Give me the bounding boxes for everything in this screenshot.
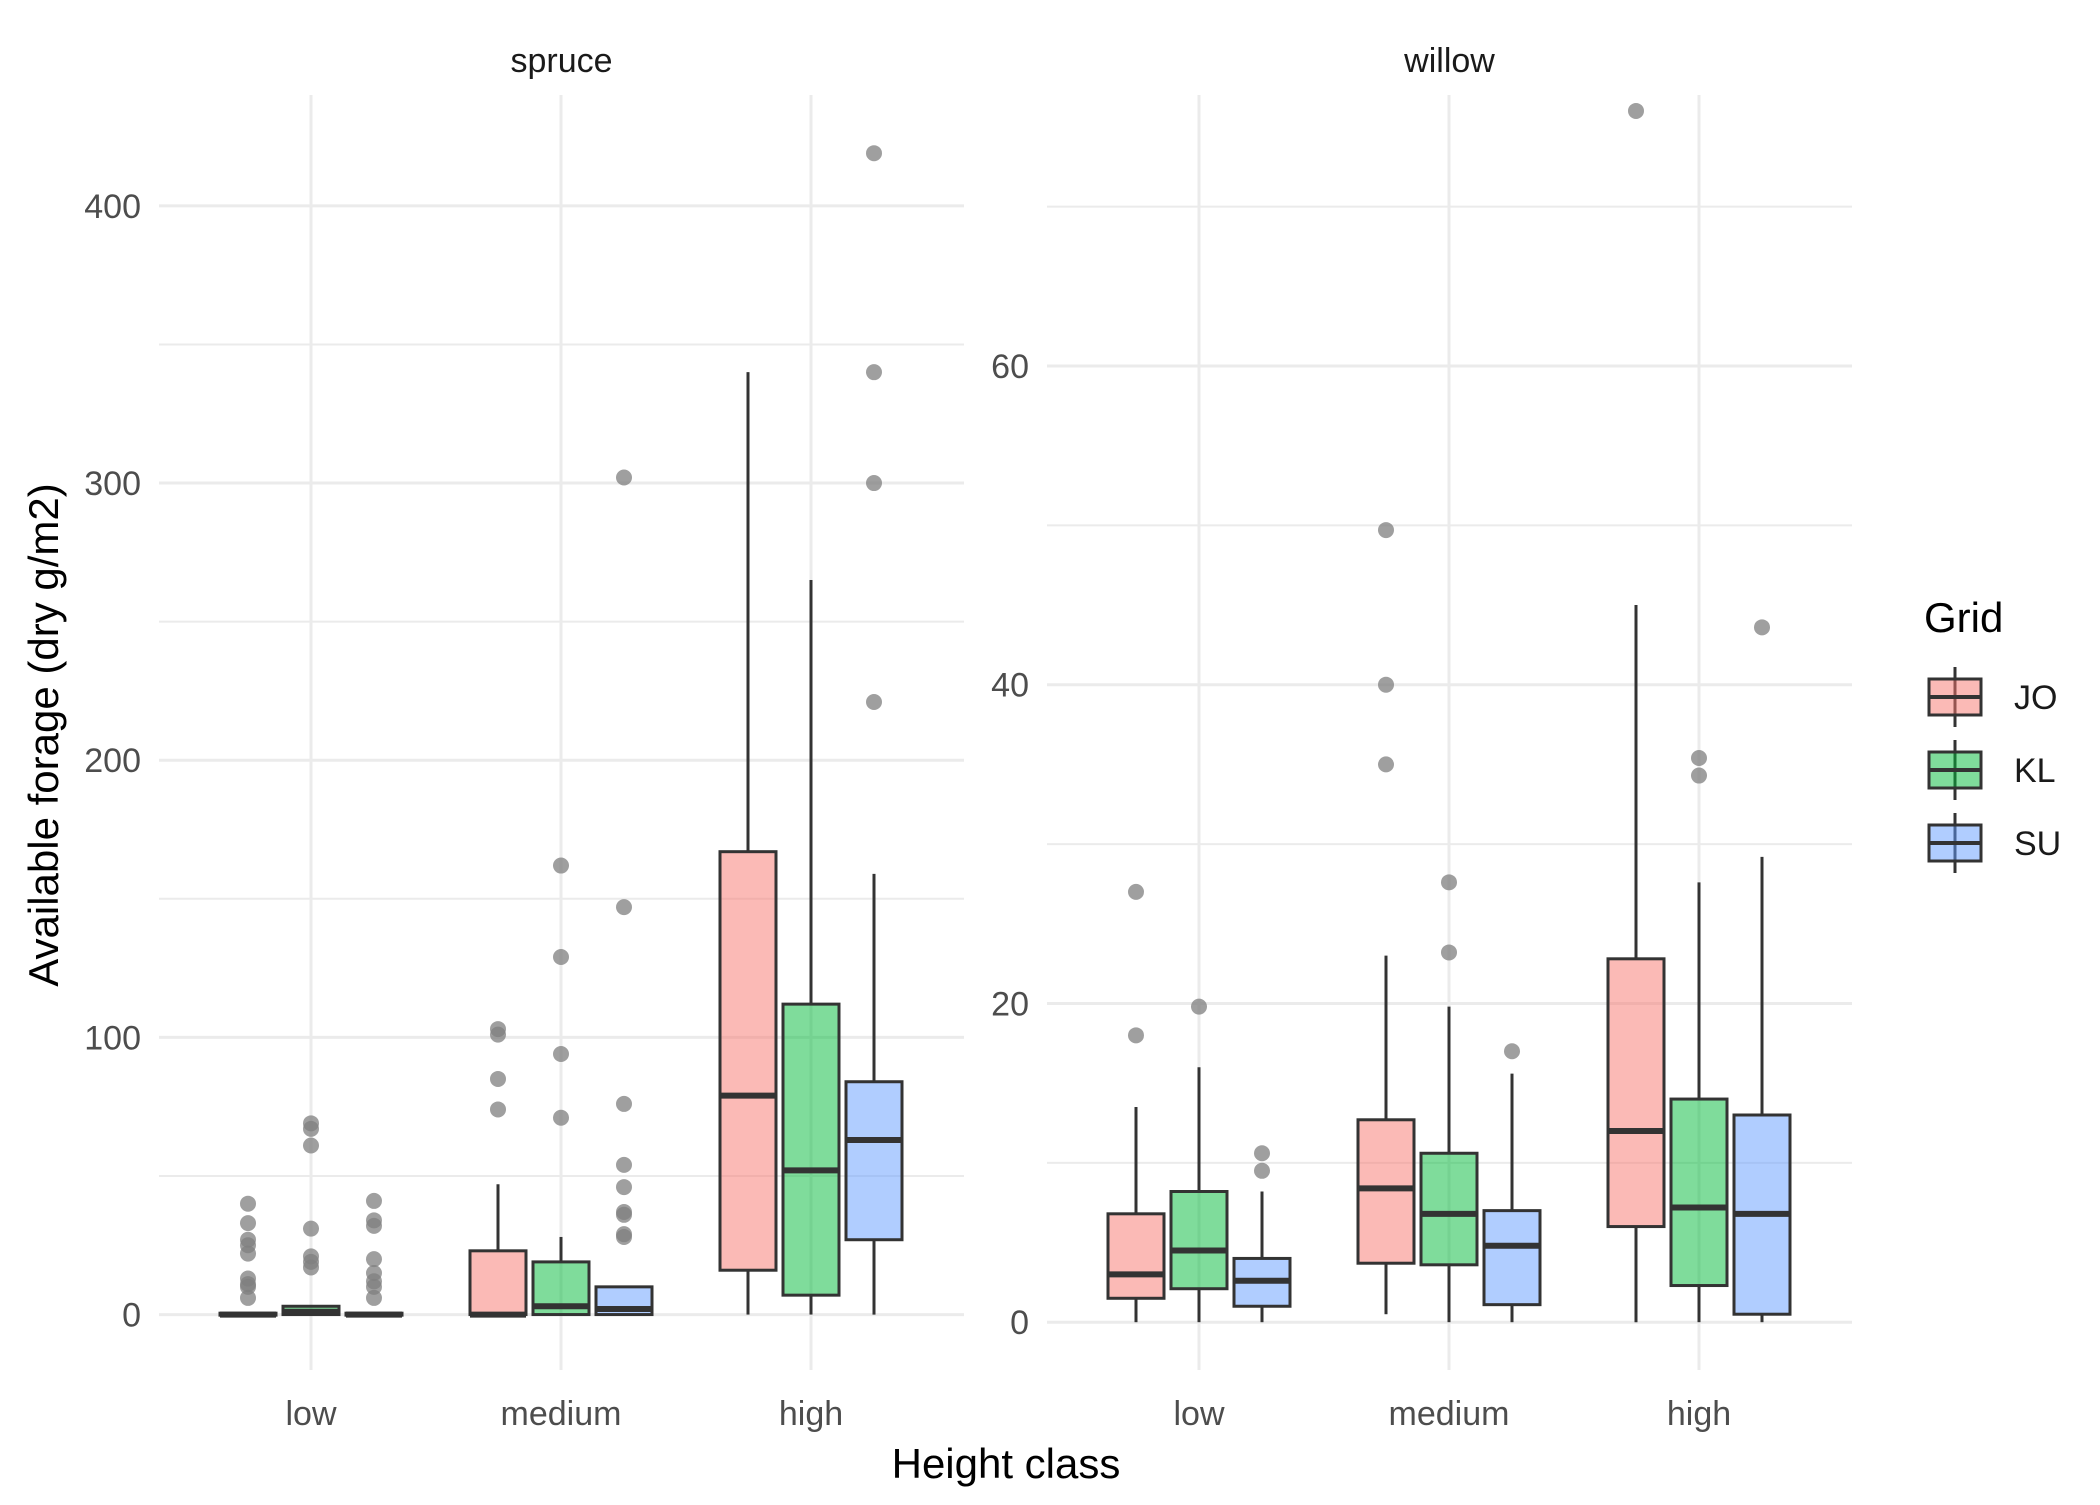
willow-y-tick-label: 40 <box>991 667 1029 705</box>
spruce-low-kl-outlier <box>303 1120 319 1137</box>
spruce-low-su-outlier <box>366 1289 382 1306</box>
spruce-low-su-outlier <box>366 1251 382 1268</box>
willow-low-jo-box <box>1106 1212 1166 1300</box>
spruce-y-tick-label: 100 <box>84 1019 141 1057</box>
spruce-low-jo-outlier <box>240 1278 256 1295</box>
spruce-low-kl-outlier <box>303 1137 319 1154</box>
spruce-medium-kl-outlier <box>553 1046 569 1063</box>
spruce-high-su-outlier <box>866 475 882 492</box>
willow-medium-su-outlier <box>1504 1043 1520 1060</box>
spruce-medium-su-outlier <box>616 1095 632 1112</box>
willow-y-tick-label: 0 <box>1010 1304 1029 1342</box>
willow-low-su-outlier <box>1254 1162 1270 1179</box>
spruce-medium-su-outlier <box>616 899 632 916</box>
willow-medium-jo-outlier <box>1378 522 1394 539</box>
willow-high-kl-outlier <box>1691 750 1707 766</box>
willow-medium-jo-box <box>1356 1118 1416 1265</box>
spruce-low-jo-outlier <box>240 1195 256 1212</box>
spruce-medium-su-outlier <box>616 1206 632 1223</box>
spruce-x-tick-label-high: high <box>779 1395 843 1433</box>
spruce-x-tick-label-medium: medium <box>501 1395 622 1433</box>
willow-medium-kl-outlier <box>1441 944 1457 961</box>
spruce-high-jo-box <box>718 850 778 1272</box>
spruce-low-jo-outlier <box>240 1245 256 1262</box>
legend-label-su: SU <box>2014 825 2061 863</box>
willow-y-tick-label: 20 <box>991 985 1029 1023</box>
willow-high-su-outlier <box>1754 619 1770 636</box>
spruce-high-su-box <box>844 1080 904 1242</box>
willow-high-kl-box <box>1669 1097 1729 1288</box>
legend-label-kl: KL <box>2014 752 2056 790</box>
willow-y-tick-label: 60 <box>991 348 1029 386</box>
spruce-low-su-outlier <box>366 1192 382 1209</box>
spruce-high-kl-box <box>781 1002 841 1297</box>
spruce-high-su-outlier <box>866 145 882 162</box>
willow-x-tick-label-high: high <box>1667 1395 1731 1433</box>
facet-title-willow: willow <box>1403 42 1495 80</box>
spruce-high-su-outlier <box>866 364 882 381</box>
willow-high-jo-box <box>1606 957 1666 1229</box>
spruce-low-kl-outlier <box>303 1220 319 1237</box>
willow-high-jo-outlier <box>1628 102 1644 119</box>
spruce-high-su-outlier <box>866 694 882 711</box>
spruce-medium-kl-outlier <box>553 1109 569 1126</box>
willow-x-tick-label-low: low <box>1173 1395 1224 1433</box>
spruce-medium-su-outlier <box>616 1156 632 1173</box>
spruce-medium-jo-outlier <box>490 1070 506 1087</box>
spruce-low-jo-outlier <box>240 1215 256 1232</box>
legend-title: Grid <box>1924 594 2003 641</box>
willow-low-jo-outlier <box>1128 1027 1144 1044</box>
spruce-y-tick-label: 400 <box>84 188 141 226</box>
willow-medium-kl-outlier <box>1441 874 1457 891</box>
y-axis-title: Available forage (dry g/m2) <box>20 483 67 986</box>
spruce-medium-jo-box <box>468 1249 528 1317</box>
willow-low-kl-box <box>1169 1190 1229 1291</box>
willow-medium-jo-outlier <box>1378 756 1394 773</box>
spruce-medium-jo-outlier <box>490 1101 506 1118</box>
spruce-medium-su-outlier <box>616 469 632 486</box>
spruce-low-su-outlier <box>366 1278 382 1295</box>
facet-title-spruce: spruce <box>510 42 612 80</box>
spruce-low-su-outlier <box>366 1217 382 1234</box>
willow-low-su-outlier <box>1254 1145 1270 1162</box>
spruce-x-tick-label-low: low <box>285 1395 336 1433</box>
x-axis-title: Height class <box>892 1440 1121 1487</box>
spruce-y-tick-label: 200 <box>84 742 141 780</box>
spruce-low-kl-outlier <box>303 1259 319 1276</box>
willow-medium-su-box <box>1482 1209 1542 1307</box>
willow-low-kl-outlier <box>1191 998 1207 1015</box>
spruce-medium-kl-outlier <box>553 949 569 966</box>
spruce-medium-jo-outlier <box>490 1026 506 1043</box>
willow-low-jo-outlier <box>1128 883 1144 900</box>
legend-label-jo: JO <box>2014 679 2057 717</box>
spruce-low-jo-outlier <box>240 1289 256 1306</box>
spruce-y-tick-label: 300 <box>84 465 141 503</box>
willow-medium-kl-box <box>1419 1151 1479 1267</box>
willow-medium-jo-outlier <box>1378 676 1394 693</box>
spruce-medium-su-outlier <box>616 1228 632 1245</box>
spruce-medium-su-outlier <box>616 1179 632 1196</box>
willow-high-kl-outlier <box>1691 767 1707 784</box>
spruce-medium-kl-outlier <box>553 857 569 874</box>
willow-x-tick-label-medium: medium <box>1389 1395 1510 1433</box>
spruce-y-tick-label: 0 <box>122 1297 141 1335</box>
